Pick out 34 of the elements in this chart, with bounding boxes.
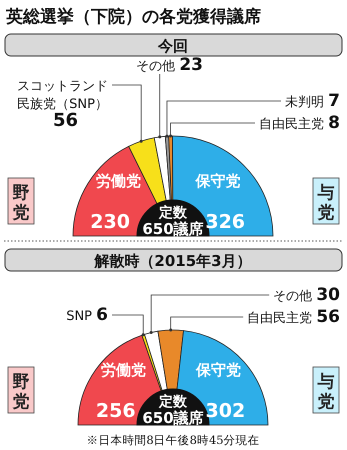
- text: 650議席: [142, 409, 204, 427]
- slice-label: 保守党: [194, 361, 241, 379]
- chart-title: 英総選挙（下院）の各党獲得議席: [5, 7, 261, 27]
- chart-subtitle: 今回: [157, 37, 188, 55]
- text: ※日本時間8日午後8時45分現在: [86, 433, 260, 447]
- chart-subtitle: 解散時（2015年3月）: [93, 252, 252, 270]
- slice-label: 保守党: [194, 172, 241, 190]
- slice-label: SNP: [66, 309, 96, 324]
- data-label: 6: [96, 305, 108, 325]
- data-label: 23: [179, 55, 203, 75]
- data-label: 30: [316, 285, 340, 305]
- data-label: 302: [206, 400, 246, 422]
- slice-label: その他: [136, 59, 180, 74]
- data-label: 7: [328, 91, 340, 111]
- text: 野党: [12, 372, 30, 412]
- text: 定数: [158, 393, 188, 410]
- text: 与党: [316, 183, 334, 223]
- text: 650議席: [142, 220, 204, 238]
- slice-label: 自由民主党: [259, 116, 328, 132]
- data-label: 8: [328, 113, 340, 133]
- text: 定数: [158, 204, 188, 221]
- data-label: 256: [96, 400, 136, 422]
- data-label: 56: [316, 307, 340, 327]
- slice-label: 未判明: [285, 95, 328, 110]
- slice-label: 自由民主党: [247, 310, 316, 326]
- slice-label: スコットランド民族党（SNP）: [17, 79, 108, 112]
- slice-label: その他: [273, 289, 316, 304]
- text: 与党: [316, 372, 334, 412]
- slice-label: 労働党: [100, 361, 146, 379]
- text: 野党: [12, 183, 30, 223]
- data-label: 326: [205, 211, 246, 233]
- data-label: 56: [52, 110, 78, 131]
- slice-label: 労働党: [96, 172, 142, 190]
- data-label: 230: [90, 211, 130, 233]
